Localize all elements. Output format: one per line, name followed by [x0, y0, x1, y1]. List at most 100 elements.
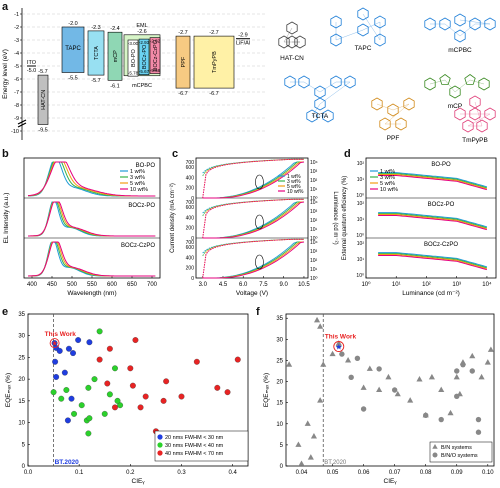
f-legend-marker-triangle	[432, 444, 438, 449]
b-series-line	[27, 161, 156, 197]
f-point-triangle	[376, 386, 383, 393]
f-xtick-label: 0.09	[451, 470, 463, 476]
f-point-triangle	[487, 346, 494, 352]
a-ytick-label: -4	[14, 51, 19, 57]
panel-letter-c: c	[172, 148, 179, 160]
f-point-circle	[469, 368, 475, 374]
d-legend-label: 3 wt%	[380, 175, 395, 181]
a-ytick-label: -8	[14, 103, 19, 109]
layer-ppf-top: -2.7	[178, 30, 187, 36]
e-point	[112, 365, 118, 372]
layer-ppf-name: PPF	[181, 56, 187, 67]
f-ytick-label: 20	[276, 380, 283, 386]
c-ytick-label: 700	[186, 200, 195, 206]
molecule-tmpypb-ring	[484, 107, 496, 121]
layer-ppf	[175, 35, 191, 89]
e-ylabel: EQEₘₐₓ (%)	[5, 373, 12, 407]
layer-bocz-po-bottom: -5.67	[139, 69, 150, 74]
f-ytick-label: 35	[276, 316, 283, 322]
layer-bocz-po-top: -2.93	[139, 40, 150, 45]
b-legend-label: 5 wt%	[130, 181, 145, 187]
e-point	[129, 382, 136, 389]
el-spectra-chart: 400 450 500 550 600 650 700 Wavelength (nm) EL I…	[3, 157, 161, 297]
a-ytick-label: -1	[14, 12, 19, 18]
molecule-tapc-label: TAPC	[355, 45, 372, 52]
molecule-hat-cn-ring	[286, 35, 298, 49]
layer-hat-cn-name: HAT-CN	[41, 90, 47, 110]
c-ytick-label: 200	[186, 266, 195, 272]
a-axis-break	[17, 122, 27, 128]
molecule-mcpbc-bond	[459, 19, 491, 25]
layer-hat-cn-top: -5.7	[38, 69, 47, 75]
f-point-triangle	[310, 433, 318, 439]
c-xtick-label: 7.5	[259, 282, 268, 288]
f-point-triangle	[484, 359, 491, 365]
f-point-circle	[354, 355, 361, 362]
eqe-luminance-chart: 10⁰ 10¹ 10² 10³ 10⁴ Luminance (cd m⁻²) Externa…	[342, 157, 497, 297]
d-xtick-label: 10⁴	[482, 281, 492, 288]
e-point	[53, 374, 60, 380]
c-y2tick-label: 10¹	[310, 267, 318, 273]
f-point-circle	[391, 387, 398, 393]
d-series-line	[378, 254, 488, 270]
d-ytick-label: 10⁰	[356, 233, 364, 239]
f-legend-label: B/N/O systems	[441, 453, 478, 459]
c-current-line	[202, 241, 304, 279]
molecule-mcp-ring	[449, 85, 461, 99]
f-ytick-label: 30	[276, 337, 283, 343]
c-xtick-label: 10.5	[298, 282, 310, 288]
c-y2tick-label: 10²	[310, 178, 318, 184]
d-series-line	[378, 172, 488, 188]
f-this-work-label: This Work	[325, 334, 357, 341]
f-xtick-label: 0.04	[296, 470, 308, 476]
e-point	[101, 410, 108, 417]
eqe-vs-ciey-fwhm-chart: 0.0 0.1 0.2 0.3 0.4 0 5 10 15 20 25 30 35 CIEᵧ EQEₘₐₓ …	[5, 312, 249, 485]
layer-tcta-top: -2.3	[91, 25, 100, 31]
c-current-line	[202, 241, 305, 279]
b-xlabel: Wavelength (nm)	[67, 290, 116, 297]
f-point-triangle	[313, 316, 321, 323]
molecule-mcp-bond	[469, 79, 485, 85]
layer-hat-cn-bottom: -9.5	[38, 128, 47, 134]
f-point-triangle	[394, 390, 401, 397]
layer-bo-po-name: BO-PO	[131, 48, 137, 66]
c-frame	[195, 157, 309, 279]
f-legend-box	[429, 441, 493, 463]
e-point	[56, 347, 63, 354]
layer-tmpypb-bottom: -6.7	[209, 91, 218, 97]
f-ytick-label: 25	[276, 358, 283, 364]
e-point	[104, 380, 111, 387]
c-y2tick-label: 10⁰	[310, 196, 318, 202]
c-current-line	[202, 161, 305, 199]
molecule-hat-cn-bond	[283, 27, 293, 43]
c-y2tick-label: 10⁰	[310, 276, 318, 282]
e-point	[193, 358, 200, 365]
e-point	[142, 393, 149, 400]
molecule-tmpypb-bond	[467, 113, 491, 127]
molecule-mcp-ring	[464, 74, 476, 85]
d-series-line	[378, 175, 488, 191]
e-point	[112, 404, 118, 411]
f-point-triangle	[304, 420, 311, 426]
layer-tmpypb-name: TmPyPB	[212, 51, 218, 73]
f-point-triangle	[317, 397, 324, 403]
e-this-work-label: This Work	[45, 331, 77, 338]
f-point-triangle	[428, 373, 435, 380]
e-point	[75, 337, 82, 344]
f-ytick-label: 15	[276, 401, 283, 407]
layer-bo-po-bottom: -5.78	[128, 71, 139, 76]
d-xtick-label: 10³	[452, 282, 461, 288]
e-this-work-star: ★	[51, 340, 57, 348]
e-point	[224, 389, 231, 396]
e-point	[65, 345, 72, 352]
panel-letter-f: f	[256, 306, 260, 318]
d-series-line	[378, 255, 488, 271]
c-current-line	[202, 201, 305, 239]
molecule-tmpypb-ring	[469, 107, 481, 121]
layer-mcpbc-name: mCPBC	[132, 83, 152, 89]
molecule-tapc-ring	[330, 33, 342, 47]
d-subplot-label: BOCz-CzPO	[424, 242, 458, 248]
c-xlabel: Voltage (V)	[236, 290, 268, 297]
molecule-tmpypb-label: TmPyPB	[462, 137, 488, 144]
b-xtick-label: 400	[27, 282, 38, 288]
